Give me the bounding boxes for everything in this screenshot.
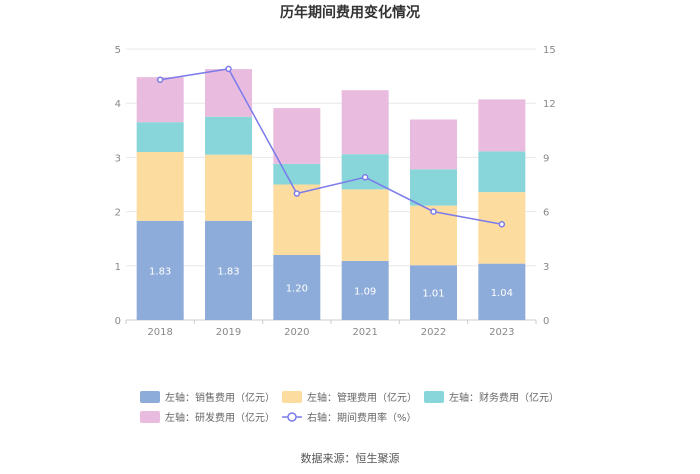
right-axis-tick: 12 bbox=[543, 99, 556, 110]
rate-point[interactable] bbox=[225, 65, 232, 73]
x-axis-tick-label: 2020 bbox=[284, 327, 309, 338]
bar-segment[interactable] bbox=[478, 192, 526, 264]
bar-segment[interactable] bbox=[205, 154, 252, 221]
bar-segment[interactable] bbox=[273, 108, 321, 164]
rate-line-path bbox=[160, 68, 502, 225]
bar-segment[interactable] bbox=[205, 69, 252, 117]
left-axis-tick: 2 bbox=[115, 208, 121, 219]
x-axis-tick-label: 2021 bbox=[352, 327, 377, 338]
bar-segment[interactable] bbox=[136, 77, 184, 123]
bar-value-label: 1.01 bbox=[422, 289, 444, 300]
right-axis-tick: 3 bbox=[543, 262, 549, 273]
legend-item[interactable]: 右轴：期间费用率（%） bbox=[282, 411, 417, 424]
legend-label: 左轴：销售费用（亿元） bbox=[165, 391, 275, 404]
legend-label: 左轴：财务费用（亿元） bbox=[449, 391, 559, 404]
right-axis-tick: 9 bbox=[543, 153, 549, 164]
left-axis-tick: 4 bbox=[115, 99, 121, 110]
axes: 0 0 1 3 2 6 3 9 4 12 5 15 2018 2019 2020 2021 2022 2023 bbox=[115, 45, 556, 338]
grid bbox=[126, 48, 536, 267]
legend-marker bbox=[287, 412, 297, 422]
legend-swatch bbox=[140, 391, 160, 403]
bar-segment[interactable] bbox=[410, 119, 457, 170]
bar-segment[interactable] bbox=[341, 189, 389, 261]
bar-segment[interactable] bbox=[341, 90, 389, 155]
chart-title: 历年期间费用变化情况 bbox=[280, 4, 420, 21]
legend-item[interactable]: 左轴：销售费用（亿元） bbox=[140, 391, 275, 404]
legend-label: 左轴：研发费用（亿元） bbox=[165, 411, 275, 424]
legend-swatch bbox=[282, 391, 302, 403]
rate-point[interactable] bbox=[430, 208, 437, 215]
x-axis-tick-label: 2022 bbox=[421, 327, 446, 338]
legend-label: 右轴：期间费用率（%） bbox=[307, 411, 417, 424]
bar-segment[interactable] bbox=[341, 154, 389, 190]
x-axis-tick-label: 2019 bbox=[216, 327, 241, 338]
bar-segment[interactable] bbox=[410, 169, 457, 206]
bar-value-label: 1.20 bbox=[286, 283, 308, 294]
legend-swatch bbox=[140, 411, 160, 423]
left-axis-tick: 0 bbox=[115, 316, 121, 327]
bar-segment[interactable] bbox=[205, 116, 252, 155]
left-axis-tick: 1 bbox=[115, 262, 121, 273]
left-axis-tick: 5 bbox=[115, 45, 121, 56]
legend-item[interactable]: 左轴：财务费用（亿元） bbox=[424, 391, 559, 404]
bar-segment[interactable] bbox=[410, 265, 457, 320]
right-axis-tick: 15 bbox=[543, 45, 556, 56]
x-axis-tick-label: 2023 bbox=[489, 327, 514, 338]
legend-swatch bbox=[424, 391, 444, 403]
bar-segment[interactable] bbox=[136, 220, 184, 320]
bar-segment[interactable] bbox=[478, 263, 526, 320]
bar-segment[interactable] bbox=[341, 260, 389, 320]
x-axis-tick-label: 2018 bbox=[147, 327, 172, 338]
rate-point[interactable] bbox=[361, 174, 369, 181]
bar-value-label: 1.83 bbox=[149, 266, 171, 277]
right-axis-tick: 6 bbox=[543, 208, 549, 219]
bar-segment[interactable] bbox=[410, 205, 457, 266]
bar-segment[interactable] bbox=[136, 122, 184, 152]
bar-value-label: 1.09 bbox=[354, 286, 376, 297]
bar-segment[interactable] bbox=[478, 99, 526, 152]
bar-segment[interactable] bbox=[478, 151, 526, 193]
legend-item[interactable]: 左轴：管理费用（亿元） bbox=[282, 391, 417, 404]
rate-point[interactable] bbox=[156, 76, 164, 83]
bar-segment[interactable] bbox=[273, 163, 321, 185]
bars: 1.83 1.83 1.20 1.09 1.01 1.04 bbox=[136, 69, 526, 320]
left-axis-tick: 3 bbox=[115, 153, 121, 164]
bar-value-label: 1.04 bbox=[491, 288, 513, 299]
right-axis-tick: 0 bbox=[543, 316, 549, 327]
bar-value-label: 1.83 bbox=[217, 266, 239, 277]
rate-line bbox=[156, 65, 506, 228]
legend[interactable]: 左轴：销售费用（亿元） 左轴：管理费用（亿元） 左轴：财务费用（亿元） 左轴：研发费用… bbox=[140, 391, 559, 424]
bar-segment[interactable] bbox=[273, 254, 321, 320]
bar-segment[interactable] bbox=[136, 151, 184, 221]
rate-point[interactable] bbox=[293, 190, 301, 197]
data-source: 数据来源：恒生聚源 bbox=[301, 451, 400, 465]
legend-item[interactable]: 左轴：研发费用（亿元） bbox=[140, 411, 275, 424]
rate-point[interactable] bbox=[498, 220, 506, 228]
bar-segment[interactable] bbox=[205, 220, 252, 320]
legend-label: 左轴：管理费用（亿元） bbox=[307, 391, 417, 404]
